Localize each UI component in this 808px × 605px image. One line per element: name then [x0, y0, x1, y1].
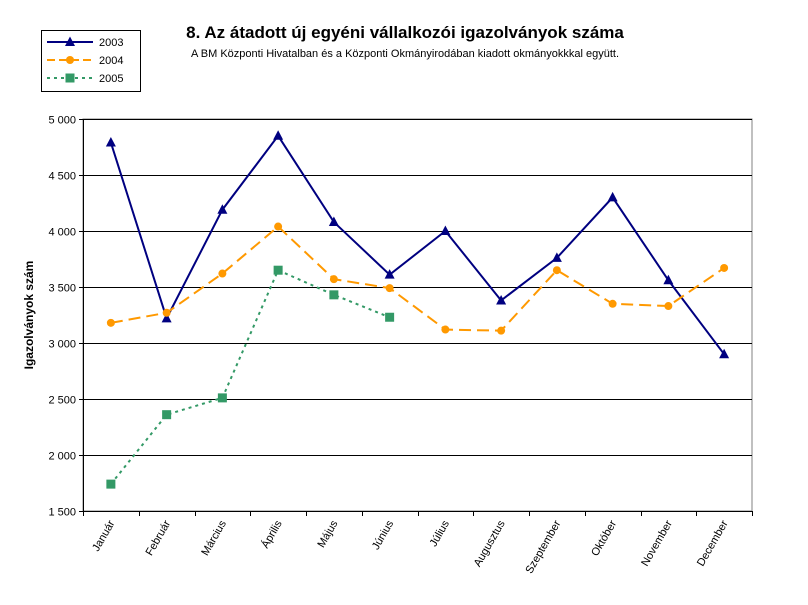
- y-tick-label: 2 500: [48, 395, 76, 407]
- series-2003: [105, 130, 730, 359]
- data-point: [719, 348, 730, 359]
- legend-entry-2004: 2004: [99, 55, 123, 67]
- data-point: [218, 269, 227, 278]
- y-tick-label: 5 000: [48, 115, 76, 127]
- data-point: [385, 284, 394, 293]
- data-point: [217, 393, 227, 403]
- data-point: [329, 275, 338, 284]
- y-tick-label: 3 500: [48, 283, 76, 295]
- legend: 2003 2004 2005: [41, 30, 141, 92]
- data-point: [385, 312, 395, 322]
- data-point: [552, 266, 561, 275]
- series-line: [109, 134, 725, 355]
- series-2004: [106, 222, 729, 335]
- x-tick-label: Február: [144, 518, 174, 558]
- data-point: [497, 326, 506, 335]
- legend-entry-2003: 2003: [99, 37, 123, 49]
- x-tick-label: November: [639, 518, 675, 568]
- data-point: [105, 137, 116, 147]
- data-point: [441, 325, 450, 334]
- data-point: [66, 56, 74, 64]
- data-point: [328, 216, 339, 227]
- data-point: [664, 302, 673, 311]
- data-point: [551, 252, 562, 262]
- data-point: [65, 73, 75, 83]
- x-tick-label: Június: [370, 518, 397, 552]
- data-point: [274, 222, 283, 231]
- data-point: [162, 410, 172, 420]
- y-tick-label: 3 000: [48, 339, 76, 351]
- data-point: [273, 265, 283, 275]
- series-layer: [105, 130, 730, 489]
- x-tick-label: Október: [589, 518, 619, 558]
- x-tick-label: Szeptember: [523, 518, 563, 576]
- series-line: [110, 225, 725, 332]
- plot-frame: [82, 118, 753, 512]
- x-tick-label: December: [695, 518, 731, 568]
- x-tick-label: Július: [428, 518, 453, 549]
- data-point: [273, 130, 284, 140]
- series-line: [110, 268, 390, 485]
- x-tick-label: Augusztus: [472, 518, 508, 569]
- data-point: [607, 191, 618, 202]
- chart-subtitle: A BM Központi Hivatalban és a Központi O…: [191, 48, 619, 60]
- data-point: [106, 479, 116, 489]
- data-point: [663, 274, 674, 285]
- data-point: [161, 312, 172, 323]
- data-point: [162, 308, 171, 317]
- data-point: [496, 294, 507, 305]
- data-point: [106, 318, 115, 327]
- data-point: [329, 290, 339, 300]
- plot-area: [82, 118, 753, 512]
- y-tick-label: 4 000: [48, 227, 76, 239]
- legend-entry-2005: 2005: [99, 73, 123, 85]
- x-tick-label: Március: [199, 518, 229, 558]
- x-tick-label: Május: [315, 518, 340, 550]
- x-tick-label: Április: [258, 518, 284, 551]
- data-point: [720, 263, 729, 272]
- y-tick-label: 1 500: [48, 507, 76, 519]
- x-tick-label: Január: [90, 518, 117, 553]
- data-point: [384, 269, 395, 279]
- y-tick-label: 4 500: [48, 171, 76, 183]
- data-point: [440, 225, 451, 235]
- data-point: [608, 299, 617, 308]
- y-tick-label: 2 000: [48, 451, 76, 463]
- series-2005: [106, 265, 395, 489]
- y-axis-label: Igazolványok szám: [22, 261, 36, 370]
- data-point: [217, 204, 228, 214]
- data-point: [65, 36, 75, 46]
- chart-title: 8. Az átadott új egyéni vállalkozói igaz…: [186, 23, 624, 42]
